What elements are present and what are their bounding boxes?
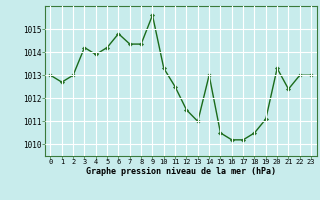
X-axis label: Graphe pression niveau de la mer (hPa): Graphe pression niveau de la mer (hPa) — [86, 167, 276, 176]
